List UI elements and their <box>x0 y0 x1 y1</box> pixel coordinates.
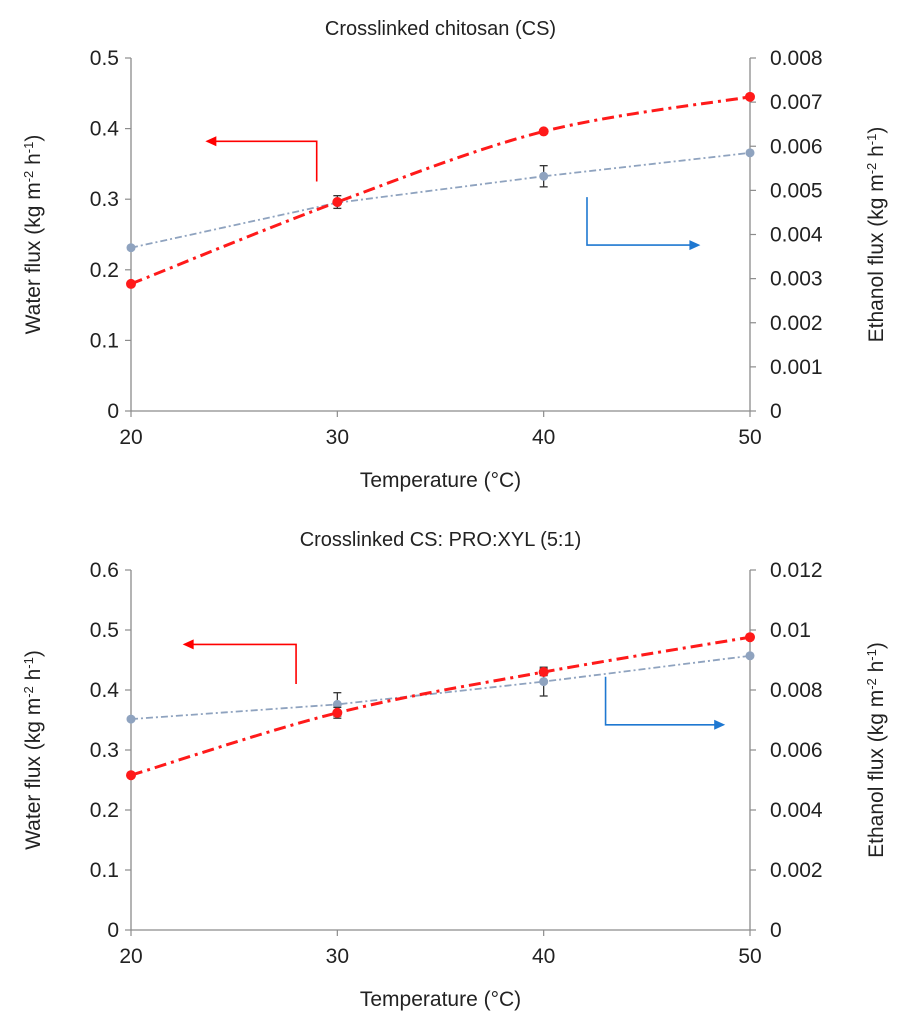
right-y-axis-title-sup2: -1 <box>864 649 879 661</box>
left-y-axis-title-sup2: -1 <box>21 142 36 154</box>
x-axis-title: Temperature (°C) <box>360 469 521 492</box>
left-y-tick-label: 0.2 <box>90 799 119 822</box>
right-y-axis-title-main: Ethanol flux (kg m <box>865 174 888 342</box>
axis-indicator-arrow-2 <box>604 676 724 726</box>
left-y-tick-label: 0.4 <box>90 118 120 141</box>
series-2-point <box>745 148 755 158</box>
right-y-tick-label: 0.006 <box>770 739 823 762</box>
left-y-axis-title-main: Water flux (kg m <box>22 698 45 850</box>
x-axis-title: Temperature (°C) <box>360 988 521 1011</box>
x-tick-label: 30 <box>326 945 349 968</box>
right-y-axis-title-end: ) <box>865 127 888 134</box>
left-y-tick-label: 0.6 <box>90 559 119 582</box>
x-tick-label: 20 <box>119 426 142 449</box>
left-y-tick-label: 0 <box>107 400 119 423</box>
x-tick-label: 50 <box>738 945 761 968</box>
right-y-tick-label: 0 <box>770 400 782 423</box>
left-y-tick-label: 0.3 <box>90 188 119 211</box>
chart-title: Crosslinked CS: PRO:XYL (5:1) <box>300 529 582 551</box>
right-y-tick-label: 0.004 <box>770 799 823 822</box>
series-1-line <box>130 95 751 286</box>
right-y-tick-label: 0.008 <box>770 679 823 702</box>
right-y-tick-label: 0 <box>770 919 782 942</box>
right-y-tick-label: 0.002 <box>770 859 823 882</box>
series-1-point <box>126 770 136 781</box>
left-y-axis-title-mid: h <box>22 153 45 171</box>
left-y-tick-label: 0.5 <box>90 619 119 642</box>
series-1-point <box>745 632 755 643</box>
right-y-tick-label: 0.01 <box>770 619 811 642</box>
right-y-axis-title-sup1: -2 <box>864 163 879 175</box>
series-2-point <box>332 699 342 709</box>
series-1-point <box>745 91 755 102</box>
left-y-axis-title-end: ) <box>22 135 45 142</box>
axis-indicator-arrowhead-2 <box>714 719 726 730</box>
x-tick-label: 30 <box>326 426 349 449</box>
right-y-tick-label: 0.007 <box>770 91 823 114</box>
axis-indicator-arrowhead-1 <box>182 639 194 650</box>
chart-2: Crosslinked CS: PRO:XYL (5:1) 0 0.1 0.2 0.3 0… <box>21 529 889 1011</box>
right-y-axis-title-end: ) <box>865 642 888 649</box>
left-y-axis-title-end: ) <box>22 650 45 657</box>
series-1-point <box>538 667 549 677</box>
right-y-axis-title-sup1: -2 <box>864 678 879 690</box>
left-y-tick-label: 0.4 <box>90 679 120 702</box>
series-1-line <box>130 635 751 777</box>
right-y-tick-label: 0.001 <box>770 356 823 379</box>
chart-1: Crosslinked chitosan (CS) 0 0.1 0.2 0.3 0.4 0.… <box>21 18 889 492</box>
chart-title: Crosslinked chitosan (CS) <box>325 18 556 40</box>
right-y-tick-label: 0.003 <box>770 268 823 291</box>
left-y-axis-title-sup2: -1 <box>21 657 36 669</box>
left-y-axis-title-sup1: -2 <box>21 171 36 183</box>
axis-indicator-arrow-2 <box>586 197 699 246</box>
x-tick-label: 20 <box>119 945 142 968</box>
right-y-axis-title-mid: h <box>865 145 888 163</box>
left-y-tick-label: 0.1 <box>90 859 119 882</box>
series-1-point <box>538 126 549 137</box>
left-y-axis-title-main: Water flux (kg m <box>22 182 45 334</box>
left-y-tick-label: 0.3 <box>90 739 119 762</box>
left-y-axis-title: Water flux (kg m-2 h-1) <box>21 135 46 335</box>
left-y-tick-label: 0 <box>107 919 119 942</box>
left-y-tick-label: 0.2 <box>90 259 119 282</box>
x-tick-label: 40 <box>532 426 555 449</box>
right-y-tick-label: 0.004 <box>770 224 823 247</box>
x-tick-label: 50 <box>738 426 761 449</box>
right-y-tick-label: 0.008 <box>770 47 823 70</box>
right-y-axis-title: Ethanol flux (kg m-2 h-1) <box>864 127 889 343</box>
x-tick-label: 40 <box>532 945 555 968</box>
left-y-tick-label: 0.1 <box>90 329 119 352</box>
right-y-tick-label: 0.002 <box>770 312 823 335</box>
left-y-axis-title-mid: h <box>22 669 45 687</box>
right-y-axis-title-sup2: -1 <box>864 134 879 146</box>
series-2-point <box>539 677 549 687</box>
left-y-axis-title-sup1: -2 <box>21 686 36 698</box>
series-2-line <box>130 151 751 249</box>
axis-indicator-arrow-1 <box>184 643 297 684</box>
right-y-axis-title: Ethanol flux (kg m-2 h-1) <box>864 642 889 858</box>
right-y-tick-label: 0.005 <box>770 179 823 202</box>
series-1-point <box>126 278 136 289</box>
axis-indicator-arrowhead-1 <box>205 136 217 147</box>
right-y-axis-title-mid: h <box>865 661 888 679</box>
right-y-tick-label: 0.012 <box>770 559 823 582</box>
axis-indicator-arrowhead-2 <box>689 240 701 251</box>
right-y-axis-title-main: Ethanol flux (kg m <box>865 690 888 858</box>
series-2-point <box>745 651 755 661</box>
series-2-point <box>539 171 549 181</box>
series-1-point <box>332 707 343 718</box>
right-y-tick-label: 0.006 <box>770 135 823 158</box>
series-2-line <box>130 654 751 720</box>
left-y-tick-label: 0.5 <box>90 47 119 70</box>
series-2-point <box>126 243 136 253</box>
axis-indicator-arrow-1 <box>207 140 318 182</box>
left-y-axis-title: Water flux (kg m-2 h-1) <box>21 650 46 850</box>
series-2-point <box>126 714 136 724</box>
series-1-point <box>332 197 343 208</box>
